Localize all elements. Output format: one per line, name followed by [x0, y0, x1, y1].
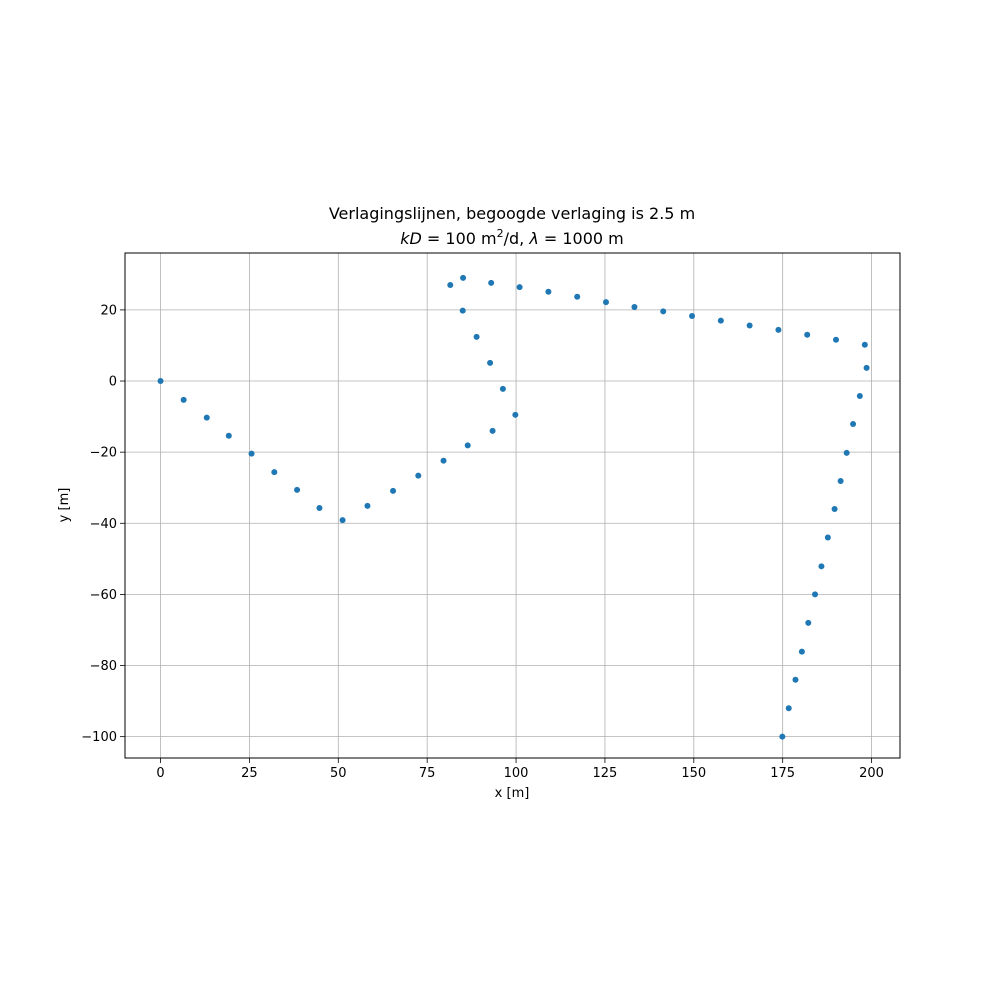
data-point — [339, 517, 346, 524]
data-point — [460, 274, 467, 281]
x-axis-ticks: 0 25 50 75 100 125 150 175 200 — [156, 758, 884, 781]
data-point — [488, 279, 495, 286]
data-point — [440, 457, 447, 464]
data-point — [473, 333, 480, 340]
x-tick-label: 175 — [770, 766, 795, 781]
data-point — [512, 411, 519, 418]
data-point — [689, 312, 696, 319]
x-tick-label: 25 — [241, 766, 258, 781]
y-tick-label: −100 — [81, 730, 117, 745]
data-point — [248, 450, 255, 457]
y-tick-label: −80 — [90, 659, 117, 674]
data-point — [856, 392, 863, 399]
data-point — [415, 472, 422, 479]
y-tick-label: 0 — [109, 375, 117, 390]
data-point — [631, 304, 638, 311]
data-point — [792, 676, 799, 683]
chart-title: Verlagingslijnen, begoogde verlaging is … — [329, 204, 695, 223]
y-tick-label: −40 — [90, 517, 117, 532]
data-point — [824, 534, 831, 541]
data-point — [464, 442, 471, 449]
data-point — [180, 396, 187, 403]
subtitle-lambda: λ — [528, 229, 538, 248]
data-point — [831, 506, 838, 513]
data-point — [364, 502, 371, 509]
data-point — [660, 308, 667, 315]
data-point — [861, 341, 868, 348]
x-tick-label: 125 — [593, 766, 618, 781]
x-tick-label: 0 — [156, 766, 164, 781]
data-point — [717, 317, 724, 324]
data-point — [459, 307, 466, 314]
x-tick-label: 200 — [859, 766, 884, 781]
subtitle-kd: kD — [400, 229, 422, 248]
data-points — [157, 274, 870, 740]
data-point — [574, 293, 581, 300]
y-axis-label: y [m] — [57, 488, 72, 523]
data-point — [390, 487, 397, 494]
data-point — [818, 563, 825, 570]
data-point — [545, 288, 552, 295]
data-point — [499, 385, 506, 392]
x-tick-label: 100 — [504, 766, 529, 781]
y-axis-ticks: −100 −80 −60 −40 −20 0 20 — [81, 303, 125, 745]
data-point — [602, 299, 609, 306]
subtitle-middle: /d, — [504, 229, 530, 248]
data-point — [805, 619, 812, 626]
y-tick-label: 20 — [100, 303, 117, 318]
data-point — [203, 414, 210, 421]
data-point — [271, 469, 278, 476]
data-point — [863, 364, 870, 371]
data-point — [812, 591, 819, 598]
data-point — [775, 326, 782, 333]
data-point — [850, 421, 857, 428]
data-point — [779, 733, 786, 740]
data-point — [798, 648, 805, 655]
data-point — [785, 705, 792, 712]
data-point — [746, 322, 753, 329]
subtitle-kd-value: = 100 m — [422, 229, 497, 248]
x-tick-label: 150 — [681, 766, 706, 781]
x-axis-label: x [m] — [495, 786, 530, 801]
data-point — [225, 432, 232, 439]
x-tick-label: 75 — [419, 766, 436, 781]
x-tick-label: 50 — [330, 766, 347, 781]
data-point — [516, 284, 523, 291]
subtitle-superscript: 2 — [497, 227, 504, 240]
y-tick-label: −60 — [90, 588, 117, 603]
subtitle-lambda-value: = 1000 m — [539, 229, 624, 248]
data-point — [294, 486, 301, 493]
data-point — [837, 477, 844, 484]
y-tick-label: −20 — [90, 446, 117, 461]
data-point — [804, 331, 811, 338]
plot-frame — [124, 252, 901, 759]
data-point — [157, 378, 164, 385]
data-point — [447, 282, 454, 289]
data-point — [487, 359, 494, 366]
data-point — [833, 336, 840, 343]
data-point — [316, 504, 323, 511]
data-point — [489, 427, 496, 434]
chart-subtitle: kD = 100 m2/d, λ = 1000 m — [400, 227, 624, 248]
data-point — [843, 449, 850, 456]
grid — [125, 253, 900, 758]
